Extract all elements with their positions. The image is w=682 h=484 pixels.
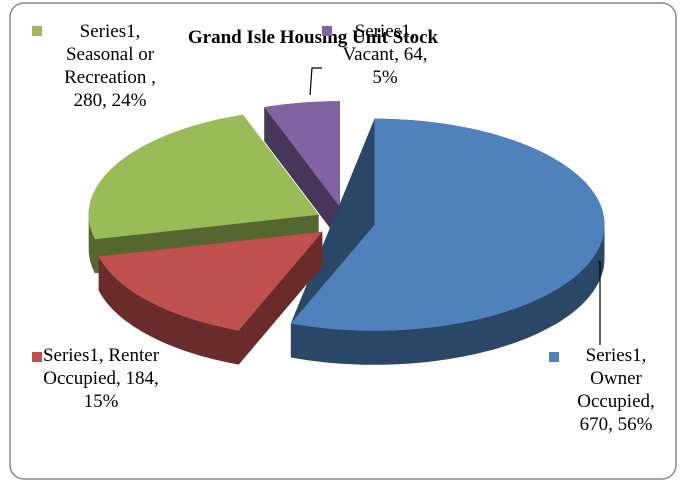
slice — [290, 118, 605, 331]
label-key — [32, 352, 42, 362]
slice — [98, 231, 323, 331]
data-label: Series1, Seasonal or Recreation , 280, 2… — [64, 21, 156, 111]
leader-line — [309, 67, 322, 96]
slice — [88, 114, 319, 240]
pie — [88, 101, 605, 365]
data-label: Series1, Vacant, 64, 5% — [342, 21, 428, 88]
label-key — [322, 26, 332, 36]
data-label: Series1, Owner Occupied, 670, 56% — [577, 345, 655, 435]
leader-line — [598, 261, 601, 345]
label-key — [32, 26, 42, 36]
label-key — [549, 352, 559, 362]
data-label: Series1, Renter Occupied, 184, 15% — [42, 345, 160, 412]
slice — [264, 101, 340, 208]
chart-title: Grand Isle Housing Unit Stock — [187, 27, 439, 48]
